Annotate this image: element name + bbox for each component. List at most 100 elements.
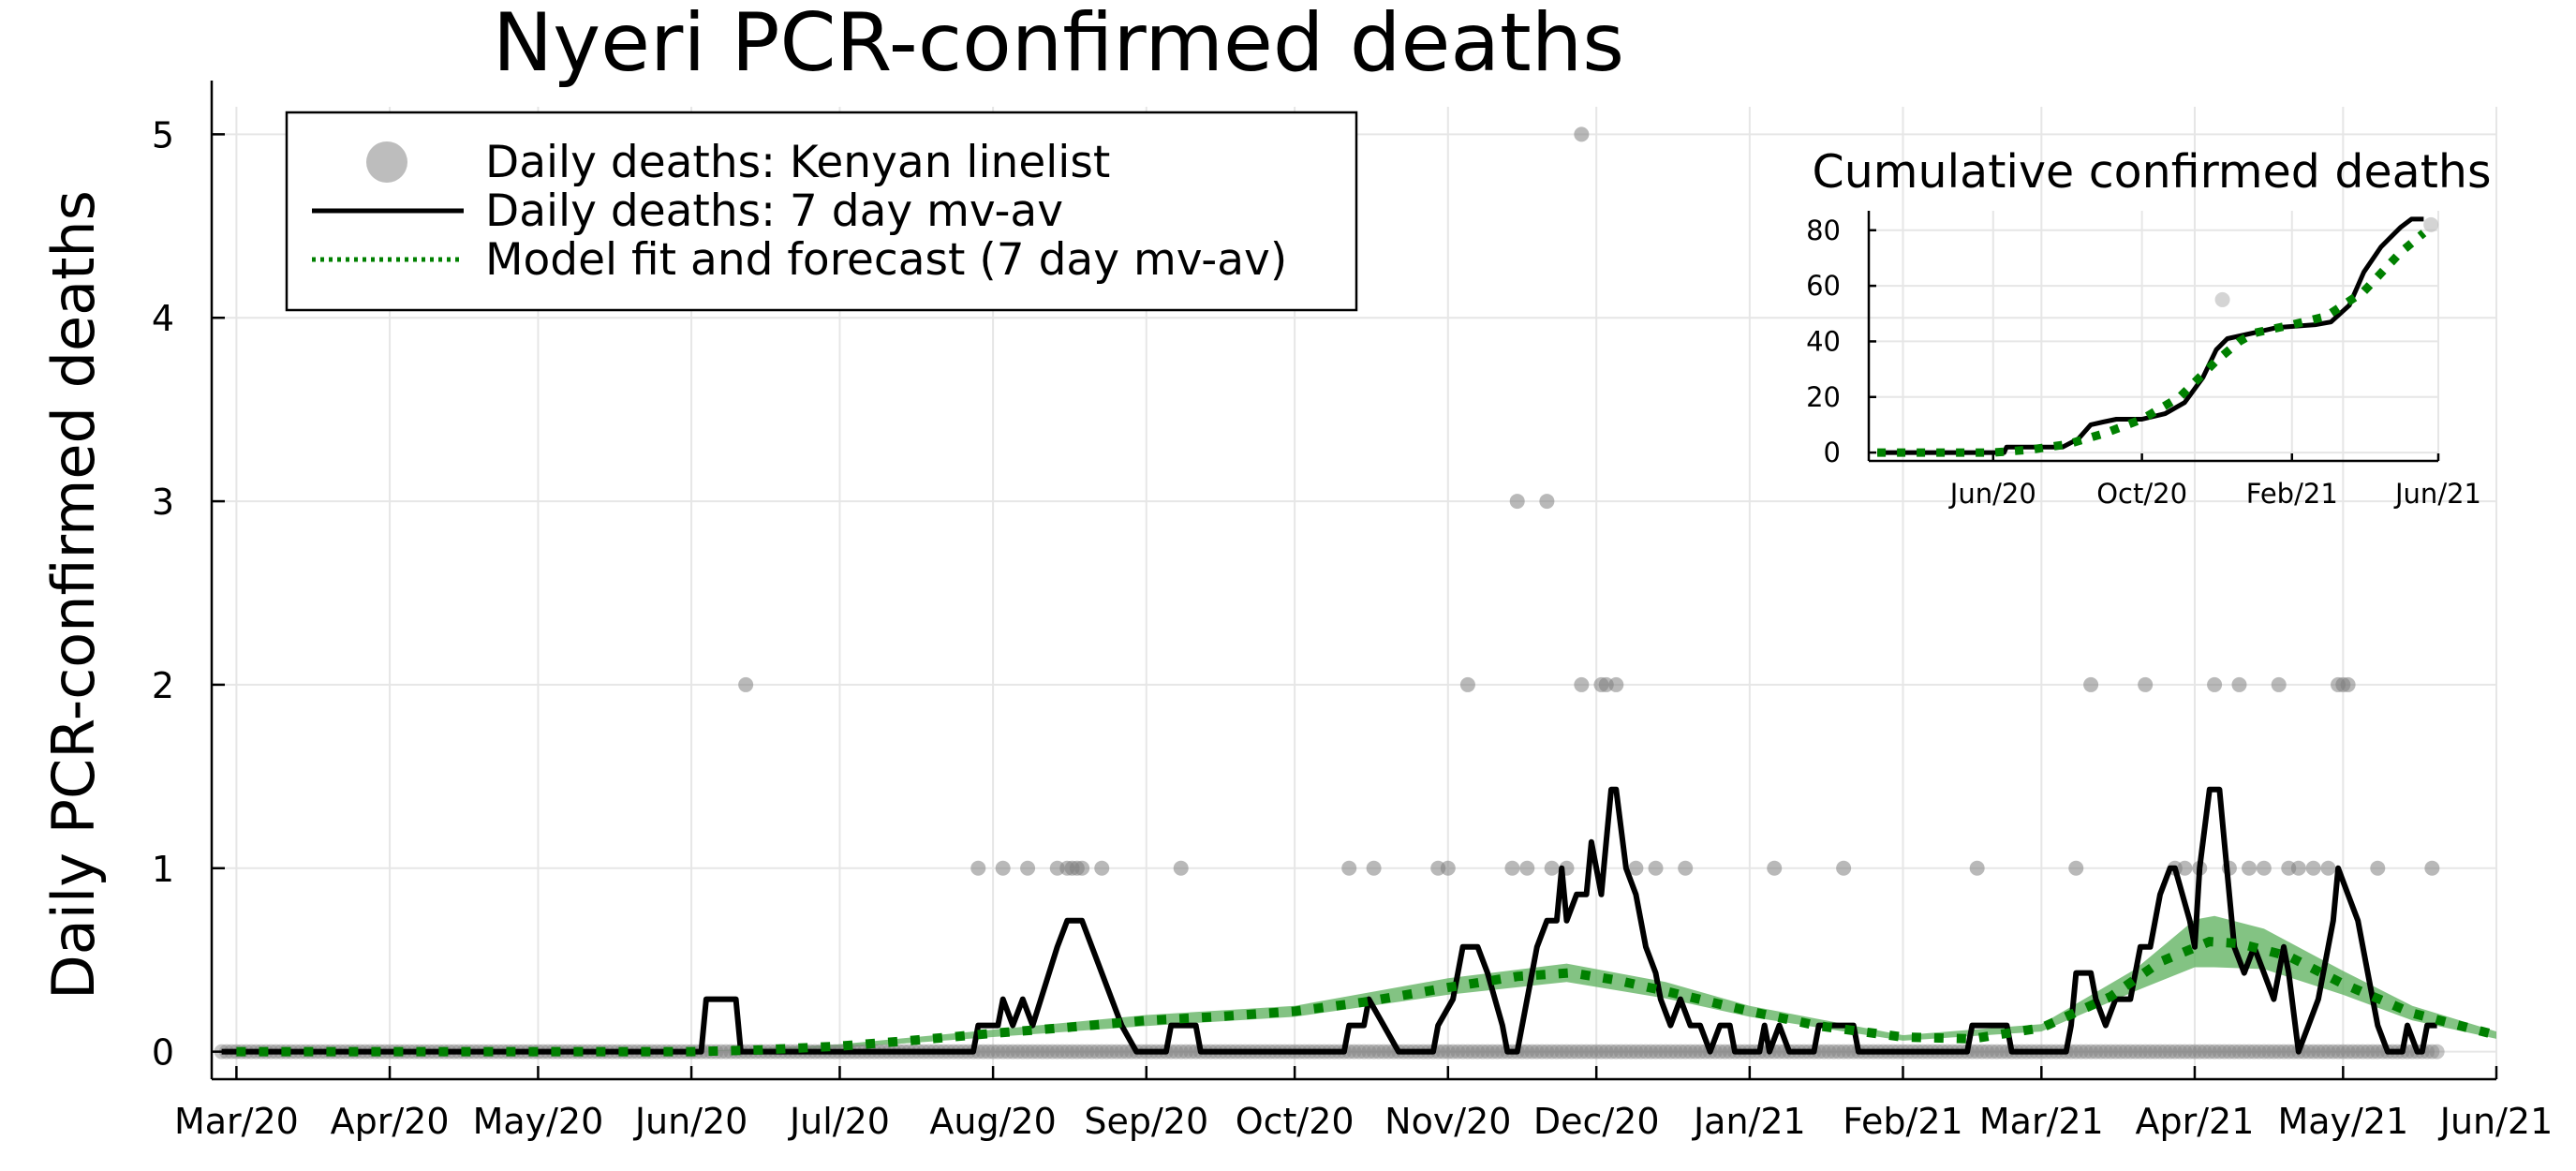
- zero-death-point: [1356, 1044, 1372, 1060]
- zero-death-point: [1465, 1044, 1481, 1060]
- y-tick-label: 0: [152, 1032, 174, 1074]
- zero-death-point: [2172, 1044, 2188, 1060]
- zero-death-point: [1366, 1044, 1382, 1060]
- death-point: [1173, 860, 1189, 876]
- zero-death-point: [1623, 1044, 1639, 1060]
- zero-death-point: [1370, 1044, 1386, 1060]
- zero-death-point: [1173, 1044, 1189, 1060]
- zero-death-point: [1574, 1044, 1590, 1060]
- zero-death-point: [2281, 1044, 2297, 1060]
- zero-death-point: [1658, 1044, 1674, 1060]
- zero-death-point: [2201, 1044, 2217, 1060]
- zero-death-point: [1578, 1044, 1594, 1060]
- zero-death-point: [1559, 1044, 1575, 1060]
- legend-label-linelist: Daily deaths: Kenyan linelist: [485, 137, 1110, 188]
- zero-death-point: [1445, 1044, 1461, 1060]
- zero-death-point: [2093, 1044, 2109, 1060]
- y-tick-label: 3: [152, 482, 174, 523]
- zero-death-point: [2370, 1044, 2386, 1060]
- death-point: [2424, 860, 2440, 876]
- zero-death-point: [1816, 1044, 1832, 1060]
- death-point: [1504, 860, 1520, 876]
- zero-death-point: [2335, 1044, 2351, 1060]
- x-tick-label: Apr/21: [2136, 1101, 2255, 1142]
- zero-death-point: [1643, 1044, 1659, 1060]
- zero-death-point: [1682, 1044, 1698, 1060]
- zero-death-point: [985, 1044, 1001, 1060]
- zero-death-point: [1183, 1044, 1199, 1060]
- y-tick-label: 40: [1806, 325, 1841, 357]
- zero-death-point: [1346, 1044, 1362, 1060]
- zero-death-point: [1628, 1044, 1644, 1060]
- y-tick-label: 5: [152, 114, 174, 156]
- zero-death-point: [1529, 1044, 1545, 1060]
- zero-death-point: [1569, 1044, 1585, 1060]
- zero-death-point: [2127, 1044, 2143, 1060]
- zero-death-point: [2177, 1044, 2193, 1060]
- zero-death-point: [1548, 1044, 1564, 1060]
- inset-y-tick-labels: 0 20 40 60 80: [1806, 215, 1841, 468]
- zero-death-point: [1583, 1044, 1599, 1060]
- zero-death-point: [1361, 1044, 1377, 1060]
- death-point: [1767, 860, 1783, 876]
- zero-death-point: [990, 1044, 1006, 1060]
- zero-death-point: [2310, 1044, 2326, 1060]
- death-point: [2242, 860, 2258, 876]
- zero-death-point: [1489, 1044, 1505, 1060]
- x-tick-label: Jun/21: [2393, 478, 2481, 510]
- x-tick-label: Jan/21: [1692, 1101, 1806, 1142]
- death-point: [1678, 860, 1694, 876]
- zero-death-point: [2142, 1044, 2158, 1060]
- death-point: [995, 860, 1011, 876]
- zero-death-point: [1094, 1044, 1110, 1060]
- zero-death-point: [2216, 1044, 2232, 1060]
- zero-death-point: [2305, 1044, 2321, 1060]
- zero-death-point: [2132, 1044, 2148, 1060]
- zero-death-point: [2365, 1044, 2381, 1060]
- zero-death-point: [2073, 1044, 2089, 1060]
- death-point: [2271, 676, 2287, 692]
- death-point: [2214, 291, 2230, 307]
- zero-death-point: [1836, 1044, 1852, 1060]
- y-tick-labels: 0 1 2 3 4 5: [152, 114, 174, 1073]
- zero-death-point: [2186, 1044, 2202, 1060]
- y-tick-label: 1: [152, 849, 174, 890]
- main-chart: Nyeri PCR-confirmed deaths Daily PCR-con…: [39, 0, 2553, 1142]
- x-tick-label: May/20: [473, 1101, 604, 1142]
- zero-death-point: [999, 1044, 1015, 1060]
- death-point: [1539, 494, 1555, 510]
- death-point: [2256, 860, 2272, 876]
- death-point: [1366, 860, 1382, 876]
- zero-death-point: [1693, 1044, 1709, 1060]
- y-tick-label: 2: [152, 665, 174, 706]
- zero-death-point: [2345, 1044, 2361, 1060]
- x-tick-label: Mar/20: [174, 1101, 299, 1142]
- zero-death-point: [2246, 1044, 2262, 1060]
- zero-death-point: [1064, 1044, 1080, 1060]
- zero-death-point: [2316, 1044, 2332, 1060]
- zero-death-point: [1613, 1044, 1629, 1060]
- zero-death-point: [2429, 1044, 2445, 1060]
- zero-death-point: [1440, 1044, 1456, 1060]
- death-point: [2068, 860, 2084, 876]
- zero-death-point: [1652, 1044, 1668, 1060]
- zero-death-point: [1841, 1044, 1857, 1060]
- zero-death-point: [1524, 1044, 1540, 1060]
- zero-death-point: [1034, 1044, 1050, 1060]
- zero-death-point: [2207, 1044, 2223, 1060]
- death-point: [2290, 860, 2306, 876]
- zero-death-point: [2162, 1044, 2178, 1060]
- zero-death-point: [2088, 1044, 2104, 1060]
- zero-death-point: [1178, 1044, 1194, 1060]
- zero-death-point: [1984, 1044, 2000, 1060]
- zero-death-point: [1554, 1044, 1570, 1060]
- death-point: [1341, 860, 1357, 876]
- zero-death-point: [2103, 1044, 2119, 1060]
- y-tick-label: 4: [152, 298, 174, 339]
- zero-death-point: [1826, 1044, 1842, 1060]
- zero-death-point: [2350, 1044, 2366, 1060]
- zero-death-point: [2138, 1044, 2154, 1060]
- zero-death-point: [2153, 1044, 2169, 1060]
- zero-death-point: [1470, 1044, 1486, 1060]
- legend-label-mvav: Daily deaths: 7 day mv-av: [485, 185, 1063, 237]
